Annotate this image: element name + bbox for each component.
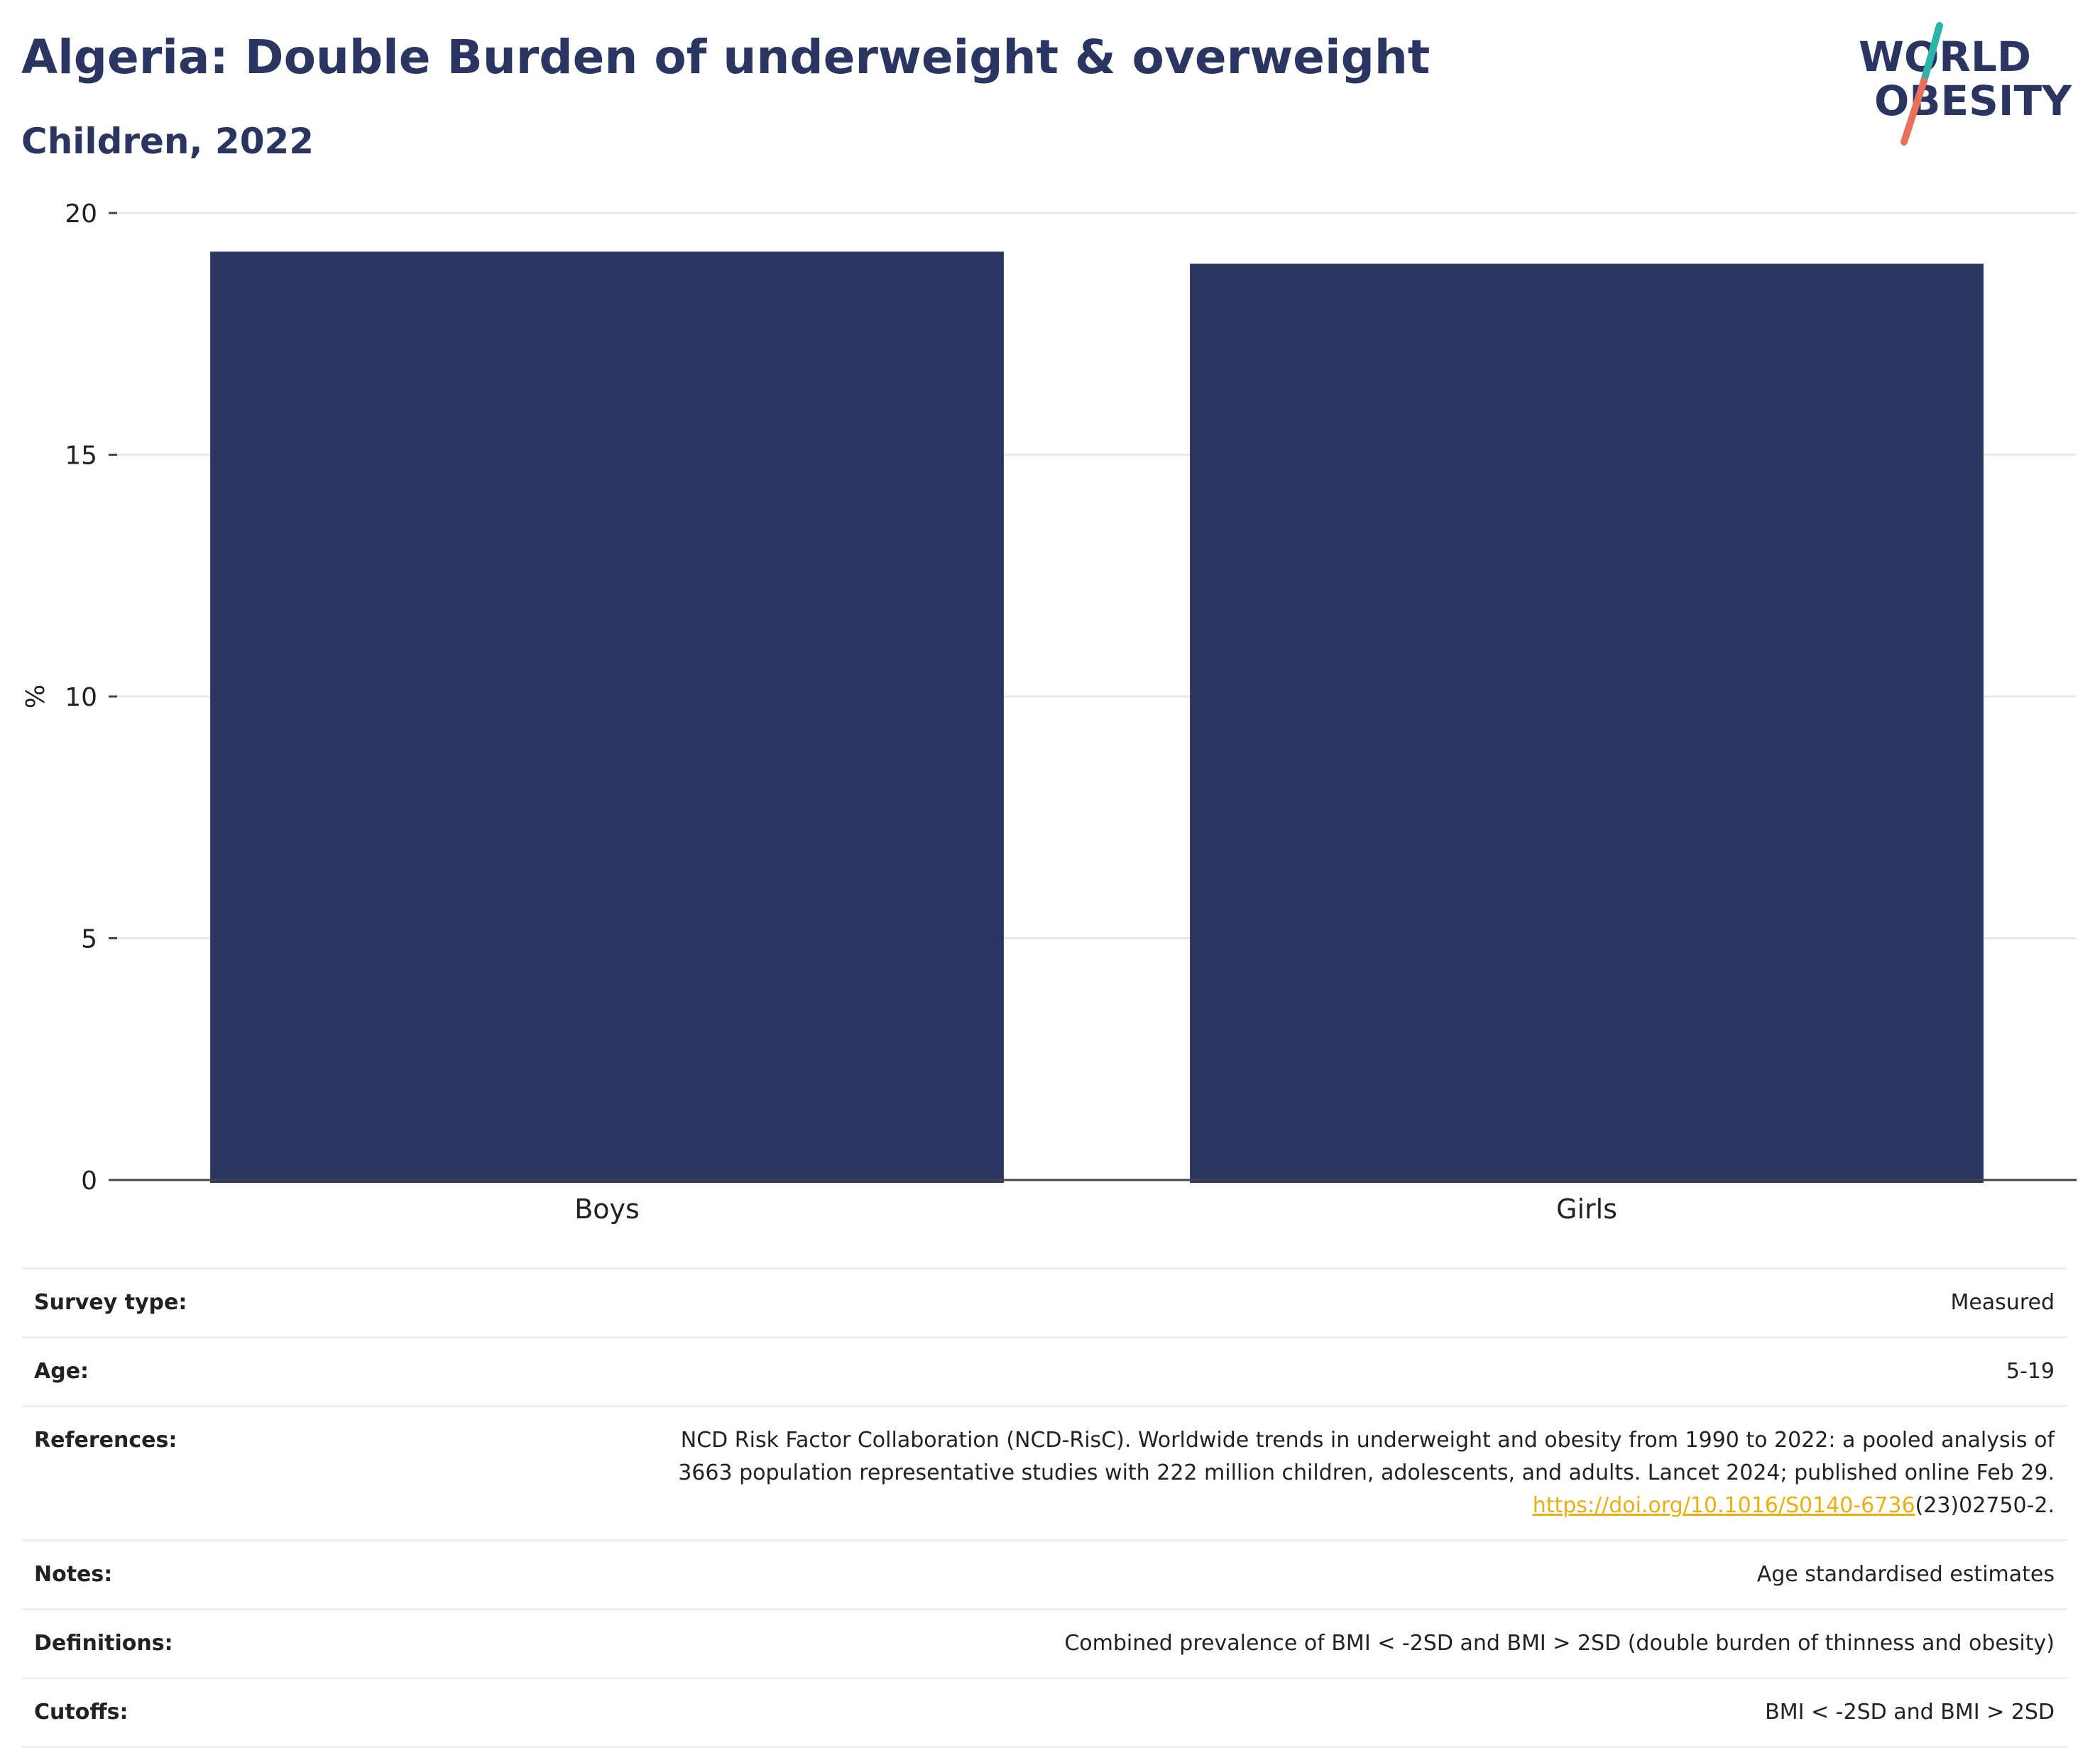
meta-value: Age standardised estimates xyxy=(1756,1562,2055,1587)
y-tick-label: 20 xyxy=(65,200,97,229)
meta-row: References: NCD Risk Factor Collaboration… xyxy=(21,1405,2067,1539)
chart-subtitle: Children, 2022 xyxy=(21,121,315,162)
meta-label: Survey type: xyxy=(34,1290,187,1315)
meta-label: Cutoffs: xyxy=(34,1700,128,1725)
axes: 0 5 10 15 20 Boys Girls xyxy=(65,200,2077,1225)
logo-slash-top xyxy=(1920,22,1943,84)
meta-row: Age: 5-19 xyxy=(21,1336,2067,1405)
meta-row: Survey type: Measured xyxy=(21,1267,2067,1336)
meta-label: References: xyxy=(34,1428,177,1453)
meta-value: BMI < -2SD and BMI > 2SD xyxy=(1765,1700,2055,1725)
bar-boys[interactable] xyxy=(210,251,1004,1184)
bars xyxy=(210,251,1984,1184)
x-tick-label: Girls xyxy=(1556,1193,1617,1225)
world-obesity-logo: WORLD OBESITY xyxy=(1859,22,2072,146)
meta-value: Measured xyxy=(1950,1290,2055,1315)
y-tick-label: 15 xyxy=(65,442,97,471)
bar-girls[interactable] xyxy=(1190,263,1984,1183)
metadata-table: Survey type: Measured Age: 5-19 References: N… xyxy=(21,1267,2067,1748)
meta-value: Combined prevalence of BMI < -2SD and BM… xyxy=(1064,1631,2055,1656)
meta-value: 5-19 xyxy=(2006,1359,2055,1384)
reference-line: 3663 population representative studies w… xyxy=(678,1460,2055,1485)
meta-label: Notes: xyxy=(34,1562,113,1587)
reference-line: NCD Risk Factor Collaboration (NCD-RisC)… xyxy=(680,1428,2055,1453)
chart-title: Algeria: Double Burden of underweight & … xyxy=(21,30,1431,84)
logo-slash-bottom xyxy=(1901,77,1927,146)
reference-doi-line: https://doi.org/10.1016/S0140-6736(23)02… xyxy=(678,1490,2055,1522)
meta-label: Definitions: xyxy=(34,1631,173,1656)
meta-row: Definitions: Combined prevalence of BMI <… xyxy=(21,1608,2067,1677)
meta-value: NCD Risk Factor Collaboration (NCD-RisC)… xyxy=(678,1424,2055,1522)
y-axis-label: % xyxy=(21,684,50,709)
doi-link[interactable]: https://doi.org/10.1016/S0140-6736 xyxy=(1532,1493,1915,1518)
meta-label: Age: xyxy=(34,1359,89,1384)
bar-chart: 0 5 10 15 20 Boys Girls % xyxy=(21,200,2077,1225)
x-tick-label: Boys xyxy=(574,1193,640,1225)
logo-word-obesity: OBESITY xyxy=(1874,77,2072,125)
doi-suffix: (23)02750-2. xyxy=(1915,1493,2055,1518)
logo-word-world: WORLD xyxy=(1859,33,2031,81)
y-tick-label: 0 xyxy=(81,1167,97,1196)
y-tick-label: 10 xyxy=(65,683,97,712)
y-tick-label: 5 xyxy=(81,925,97,954)
meta-row: Cutoffs: BMI < -2SD and BMI > 2SD xyxy=(21,1677,2067,1748)
meta-row: Notes: Age standardised estimates xyxy=(21,1539,2067,1608)
